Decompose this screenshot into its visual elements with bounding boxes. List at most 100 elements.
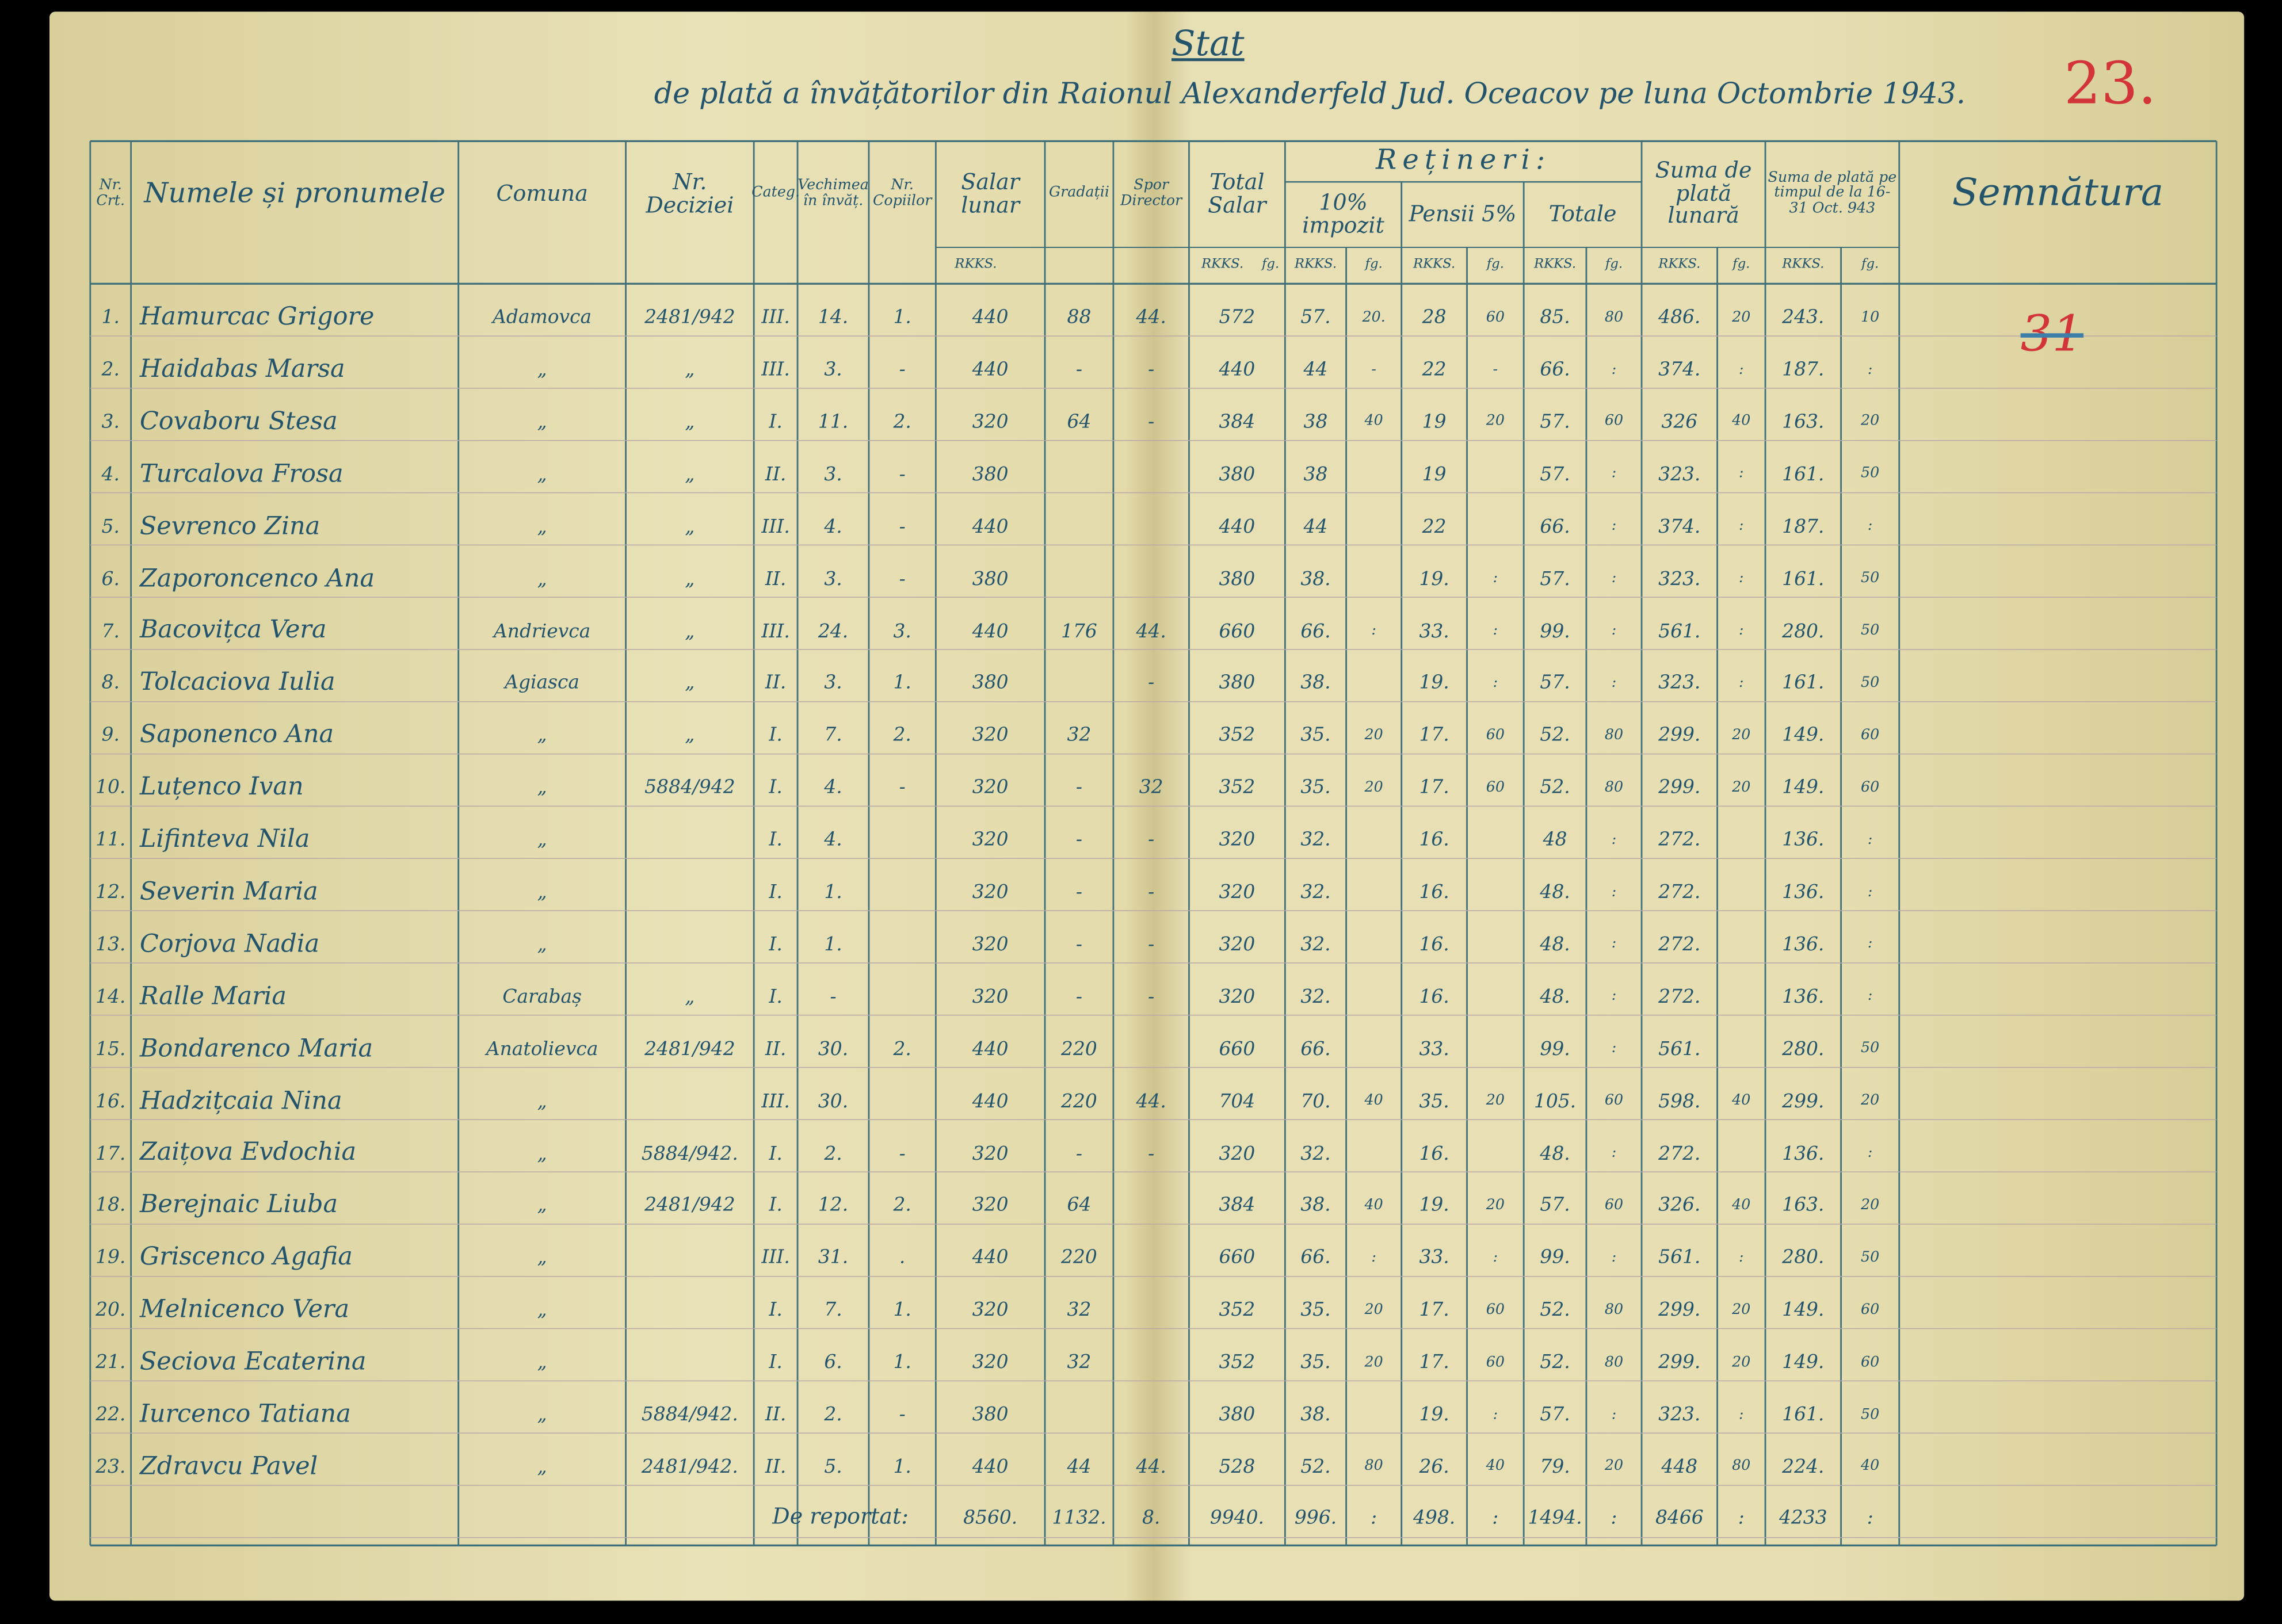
table-cell: „ — [685, 620, 695, 643]
table-cell: 57. — [1300, 307, 1331, 330]
total-cell: 1132. — [1052, 1507, 1106, 1529]
table-cell: 20 — [1604, 1458, 1624, 1475]
table-cell: 80 — [1604, 779, 1624, 796]
table-cell: „ — [537, 359, 547, 381]
table-cell: - — [1493, 361, 1498, 378]
table-cell: 20. — [96, 1300, 126, 1322]
table-cell: : — [1739, 518, 1744, 535]
name-cell: Zdravcu Pavel — [139, 1452, 318, 1481]
table-cell: 44. — [1136, 1091, 1166, 1113]
table-cell: 149. — [1782, 725, 1825, 747]
table-cell: 11. — [96, 830, 126, 852]
table-cell: : — [1867, 1145, 1873, 1161]
table-cell: : — [1611, 988, 1617, 1005]
table-cell: 44. — [1136, 1456, 1166, 1478]
table-cell: „ — [537, 1143, 547, 1165]
table-cell: 280. — [1782, 1247, 1825, 1270]
table-cell: 299. — [1658, 1352, 1701, 1374]
table-cell: 10. — [96, 777, 126, 800]
table-cell: : — [1611, 466, 1617, 483]
table-cell: 320 — [972, 830, 1009, 852]
table-cell: 2481/942. — [641, 1456, 738, 1478]
table-cell: : — [1611, 1145, 1617, 1161]
name-cell: Haidabas Marsa — [139, 354, 345, 384]
table-cell: : — [1493, 571, 1498, 587]
table-cell: 1. — [893, 1300, 911, 1322]
table-cell: 38. — [1300, 568, 1331, 591]
table-cell: 320 — [972, 777, 1009, 800]
table-cell: 60 — [1604, 1093, 1624, 1110]
table-cell: III. — [761, 307, 790, 330]
table-cell: : — [1611, 571, 1617, 587]
table-cell: 66. — [1300, 620, 1331, 643]
table-cell: 16. — [1419, 830, 1449, 852]
table-cell: 2. — [824, 1143, 842, 1165]
unit-label: RKKS. — [1658, 257, 1701, 272]
total-cell: : — [1492, 1507, 1499, 1529]
column-header: 10% impozit — [1302, 189, 1384, 238]
table-cell: III. — [761, 1091, 790, 1113]
table-cell: 22 — [1422, 359, 1447, 381]
group-header: Rețineri: — [1376, 144, 1551, 177]
table-cell: 323. — [1658, 672, 1701, 695]
table-cell: - — [899, 464, 906, 486]
table-cell: 1. — [893, 1352, 911, 1374]
unit-label: fg. — [1365, 257, 1383, 272]
table-cell: 16. — [1419, 881, 1449, 904]
table-cell: : — [1611, 361, 1617, 378]
table-cell: 320 — [1219, 934, 1256, 956]
unit-label: RKKS. — [955, 257, 997, 272]
total-cell: 8560. — [963, 1507, 1018, 1529]
name-cell: Iurcenco Tatiana — [139, 1400, 351, 1429]
table-cell: 60 — [1861, 1354, 1880, 1371]
table-cell: III. — [761, 359, 790, 381]
table-cell: 3. — [824, 568, 842, 591]
table-cell: 2. — [893, 411, 911, 434]
table-cell: 38. — [1300, 672, 1331, 695]
table-cell: „ — [685, 672, 695, 695]
total-label: De reportat: — [772, 1504, 909, 1530]
table-cell: 136. — [1782, 881, 1825, 904]
table-cell: 320 — [972, 1195, 1009, 1217]
unit-label: RKKS. — [1533, 257, 1577, 272]
unit-label: fg. — [1486, 257, 1504, 272]
table-cell: 32. — [1300, 1143, 1331, 1165]
table-cell: - — [899, 568, 906, 591]
table-cell: 22 — [1422, 516, 1447, 538]
table-cell: 320 — [972, 1300, 1009, 1322]
table-cell: III. — [761, 1247, 790, 1270]
table-cell: 149. — [1782, 1352, 1825, 1374]
table-cell: 60 — [1861, 1302, 1880, 1319]
table-cell: : — [1739, 361, 1744, 378]
table-cell: 561. — [1658, 1038, 1701, 1061]
table-cell: 80 — [1604, 309, 1624, 326]
table-cell: 6. — [824, 1352, 842, 1374]
table-cell: 7. — [824, 1300, 842, 1322]
table-cell: 2481/942 — [644, 1195, 735, 1217]
table-cell: 149. — [1782, 777, 1825, 800]
table-cell: 380 — [1219, 568, 1256, 591]
table-cell: 299. — [1782, 1091, 1825, 1113]
table-cell: 52. — [1540, 1352, 1570, 1374]
column-header: Nr. Crt. — [96, 177, 125, 209]
table-cell: 440 — [1219, 516, 1256, 538]
table-cell: 30. — [818, 1091, 849, 1113]
table-cell: 20 — [1861, 414, 1880, 430]
table-cell: 80 — [1604, 1302, 1624, 1319]
table-cell: 38 — [1303, 464, 1328, 486]
table-cell: 149. — [1782, 1300, 1825, 1322]
table-cell: 99. — [1540, 1247, 1570, 1270]
table-cell: 4. — [824, 777, 842, 800]
table-cell: 2. — [893, 1195, 911, 1217]
table-cell: 20 — [1732, 779, 1751, 796]
table-cell: „ — [537, 1195, 547, 1217]
table-cell: 38 — [1303, 411, 1328, 434]
table-cell: „ — [537, 830, 547, 852]
table-cell: 380 — [1219, 672, 1256, 695]
table-cell: 38. — [1300, 1195, 1331, 1217]
table-cell: : — [1867, 936, 1873, 953]
table-cell: 60 — [1486, 727, 1505, 744]
table-cell: 32 — [1067, 725, 1092, 747]
name-cell: Turcalova Frosa — [139, 459, 344, 489]
table-cell: 440 — [1219, 359, 1256, 381]
